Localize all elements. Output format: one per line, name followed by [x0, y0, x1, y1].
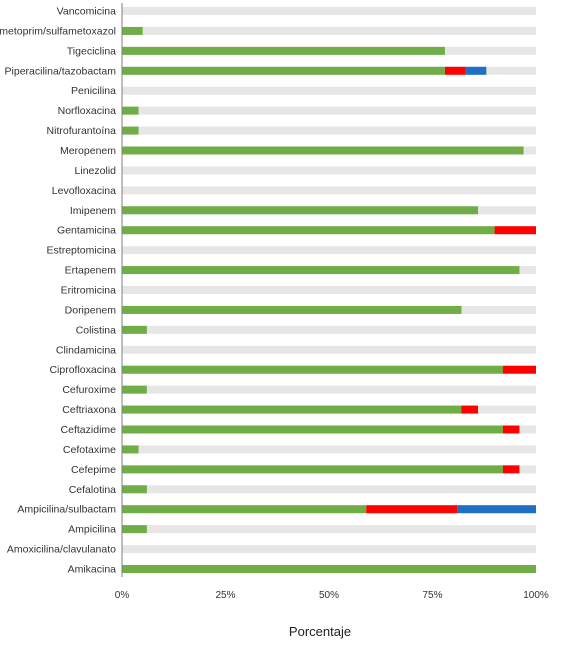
x-tick-label: 25%: [215, 590, 235, 601]
bar-segment: [122, 485, 147, 494]
bar-segment: [122, 206, 479, 215]
bar-segment: [122, 106, 139, 115]
background-track: [122, 385, 536, 394]
x-tick-label: 75%: [422, 590, 442, 601]
bar-segment: [122, 226, 495, 235]
x-tick-label: 50%: [319, 590, 339, 601]
bar-segment: [122, 405, 462, 414]
category-label: Nitrofurantoína: [47, 125, 117, 137]
data-bars: [122, 26, 536, 573]
category-label: Amikacina: [68, 564, 117, 576]
bar-segment: [122, 445, 139, 454]
background-track: [122, 26, 536, 35]
x-tick-label: 100%: [523, 590, 549, 601]
background-track: [122, 186, 536, 195]
category-label: Amoxicilina/clavulanato: [7, 544, 116, 556]
bar-segment: [457, 505, 536, 514]
background-track: [122, 246, 536, 255]
bar-segment: [122, 66, 445, 75]
x-tick-label: 0%: [115, 590, 130, 601]
category-label: Colistina: [76, 324, 116, 336]
background-track: [122, 126, 536, 135]
category-label: Cefepime: [71, 464, 116, 476]
category-label: Cefuroxime: [62, 384, 116, 396]
category-label: Norfloxacina: [58, 105, 117, 117]
bar-segment: [122, 505, 367, 514]
category-labels: Vancomicina Trimetoprim/sulfametoxazol Tig…: [0, 6, 116, 576]
bar-segment: [122, 525, 147, 534]
category-label: Levofloxacina: [52, 185, 116, 197]
bar-segment: [366, 505, 458, 514]
background-track: [122, 286, 536, 294]
category-label: Ceftriaxona: [62, 404, 116, 416]
bar-segment: [444, 66, 466, 75]
category-label: Ampicilina: [68, 524, 116, 536]
category-label: Trimetoprim/sulfametoxazol: [0, 25, 116, 37]
background-track: [122, 106, 536, 115]
category-label: Eritromicina: [61, 285, 117, 297]
x-axis-title: Porcentaje: [289, 624, 351, 639]
category-label: Clindamicina: [56, 344, 116, 356]
bar-segment: [122, 305, 462, 314]
bar-segment: [122, 266, 520, 275]
background-track: [122, 166, 536, 175]
bar-segment: [122, 26, 143, 35]
category-label: Piperacilina/tazobactam: [5, 65, 117, 77]
bar-segment: [122, 146, 524, 155]
background-track: [122, 345, 536, 354]
category-label: Penicilina: [71, 85, 116, 97]
category-label: Ciprofloxacina: [49, 364, 116, 376]
category-label: Cefotaxime: [63, 444, 116, 456]
bar-segment: [502, 465, 520, 474]
category-label: Tigeciclina: [67, 45, 116, 57]
category-label: Vancomicina: [57, 6, 116, 18]
bar-segment: [502, 425, 520, 434]
background-track: [122, 86, 536, 95]
bar-segment: [122, 325, 147, 334]
bar-segment: [465, 66, 487, 75]
category-label: Ceftazidime: [61, 424, 117, 436]
category-label: Gentamicina: [57, 225, 116, 237]
category-label: Ertapenem: [65, 265, 117, 277]
category-label: Doripenem: [65, 304, 117, 316]
bar-segment: [502, 365, 536, 374]
background-track: [122, 545, 536, 554]
bar-segment: [122, 365, 503, 374]
category-label: Estreptomicina: [47, 245, 117, 257]
background-track: [122, 325, 536, 334]
x-tick-labels: 0% 25% 50% 75% 100%: [115, 590, 549, 601]
bar-segment: [122, 425, 503, 434]
bar-segment: [122, 126, 139, 135]
bar-segment: [122, 385, 147, 394]
bar-segment: [122, 565, 536, 573]
category-label: Ampicilina/sulbactam: [17, 504, 116, 516]
category-label: Cefalotina: [69, 484, 116, 496]
bar-segment: [122, 46, 445, 55]
bar-segment: [461, 405, 479, 414]
bar-segment: [494, 226, 536, 235]
background-track: [122, 525, 536, 534]
category-label: Meropenem: [60, 145, 116, 157]
background-track: [122, 7, 536, 15]
background-track: [122, 485, 536, 494]
bar-segment: [122, 465, 503, 474]
category-label: Imipenem: [70, 205, 116, 217]
background-bars: [122, 7, 536, 573]
category-label: Linezolid: [75, 165, 117, 177]
background-track: [122, 445, 536, 454]
